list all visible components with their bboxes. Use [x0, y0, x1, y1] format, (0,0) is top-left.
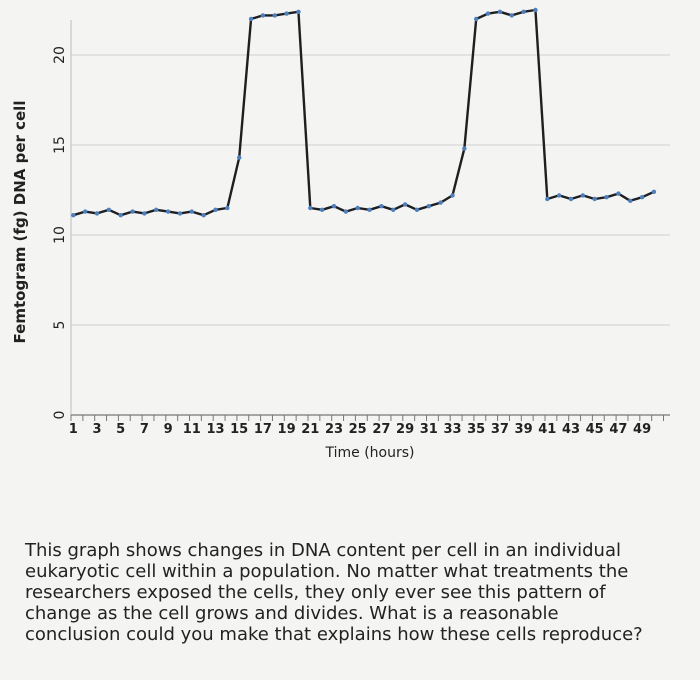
data-point	[189, 209, 194, 214]
data-point	[639, 195, 645, 200]
y-tick-label: 10	[52, 226, 68, 244]
x-tick-label: 45	[586, 422, 604, 437]
data-point	[438, 200, 443, 205]
data-point	[272, 13, 277, 18]
question-line: conclusion could you make that explains …	[25, 624, 643, 645]
x-tick-label: 19	[278, 422, 296, 437]
x-tick-label: 23	[325, 422, 343, 437]
x-tick-label: 21	[301, 422, 319, 437]
data-point	[118, 213, 123, 218]
data-point	[260, 13, 266, 18]
data-point	[296, 9, 301, 14]
data-point	[450, 193, 455, 198]
data-point	[225, 205, 230, 211]
question-text: This graph shows changes in DNA content …	[25, 540, 680, 645]
data-point	[604, 195, 609, 200]
x-tick-label: 1	[69, 422, 78, 437]
x-tick-label: 17	[254, 422, 272, 437]
y-tick-label: 20	[52, 46, 68, 64]
data-point	[545, 196, 550, 202]
data-point	[343, 209, 349, 214]
data-point	[82, 209, 88, 214]
question-line: researchers exposed the cells, they only…	[25, 582, 606, 603]
data-point	[414, 207, 420, 212]
x-tick-label: 9	[164, 422, 173, 437]
x-tick-label: 13	[206, 422, 224, 437]
data-point	[592, 196, 597, 202]
data-point	[651, 189, 657, 194]
x-tick-label: 39	[515, 422, 533, 437]
data-point	[568, 196, 574, 202]
data-point	[485, 11, 491, 16]
data-point	[474, 16, 479, 22]
data-point	[509, 13, 514, 18]
data-point	[248, 16, 254, 22]
question-line: eukaryotic cell within a population. No …	[25, 561, 629, 582]
data-point	[94, 211, 100, 216]
x-tick-label: 27	[372, 422, 390, 437]
x-tick-label: 31	[420, 422, 438, 437]
data-point	[331, 204, 337, 209]
data-point	[462, 146, 467, 151]
x-tick-label: 35	[467, 422, 485, 437]
x-axis	[70, 414, 670, 421]
data-point	[71, 213, 76, 218]
y-tick-label: 5	[52, 321, 68, 330]
x-tick-label: 25	[349, 422, 367, 437]
data-point	[106, 207, 112, 212]
gridlines	[70, 20, 670, 415]
data-point	[142, 211, 147, 216]
x-tick-label: 47	[609, 422, 627, 437]
data-point	[284, 11, 289, 16]
x-tick-label: 5	[116, 422, 125, 437]
data-point	[165, 209, 171, 214]
data-point	[130, 209, 135, 214]
data-point	[533, 7, 538, 13]
y-axis-title: Femtogram (fg) DNA per cell	[11, 101, 29, 344]
data-point	[391, 207, 396, 212]
data-point	[628, 198, 633, 203]
data-point	[616, 191, 621, 196]
data-point	[497, 9, 503, 14]
x-tick-label: 37	[491, 422, 509, 437]
x-tick-label: 29	[396, 422, 414, 437]
x-axis-tick-labels: 1 3 5 7 9 11 13 15 17 19 21 23 25 27 29 31 33 35 37 39 41 43 4…	[69, 422, 651, 437]
x-tick-label: 49	[633, 422, 651, 437]
data-point	[177, 211, 183, 216]
data-point	[367, 207, 372, 212]
data-point	[319, 207, 325, 212]
data-point	[521, 9, 526, 14]
x-axis-title: Time (hours)	[325, 445, 415, 461]
x-tick-label: 11	[183, 422, 201, 437]
data-point	[237, 155, 242, 160]
data-point	[308, 205, 313, 211]
data-point	[355, 205, 360, 211]
x-tick-label: 15	[230, 422, 248, 437]
data-point	[201, 213, 206, 218]
y-tick-label: 0	[52, 411, 68, 420]
data-point	[213, 207, 218, 212]
data-point	[402, 202, 408, 207]
y-tick-label: 15	[52, 136, 68, 154]
x-tick-label: 43	[562, 422, 580, 437]
question-line: change as the cell grows and divides. Wh…	[25, 603, 559, 624]
series-line	[72, 8, 655, 217]
x-tick-label: 7	[140, 422, 149, 437]
data-point	[580, 193, 586, 198]
x-tick-label: 41	[538, 422, 556, 437]
question-line: This graph shows changes in DNA content …	[25, 540, 621, 561]
x-tick-label: 3	[92, 422, 101, 437]
y-axis-ticks: 0 5 10 15 20	[52, 46, 68, 419]
data-point	[556, 193, 562, 198]
data-point	[154, 207, 159, 212]
data-point	[426, 204, 431, 209]
data-point	[379, 204, 384, 209]
x-tick-label: 33	[443, 422, 461, 437]
plot-series	[71, 7, 657, 218]
